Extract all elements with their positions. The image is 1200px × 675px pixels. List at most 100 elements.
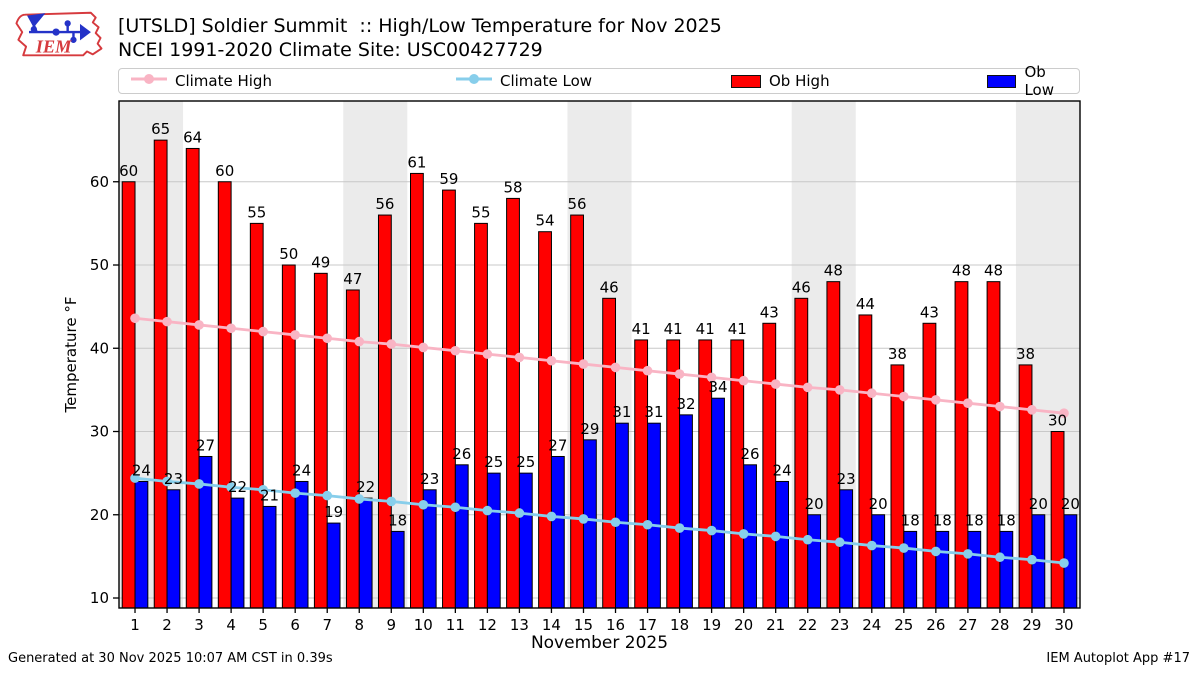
weather-vane-icon bbox=[27, 13, 91, 43]
ob-low-label-day-23: 23 bbox=[837, 470, 856, 488]
ytick-label-10: 10 bbox=[90, 589, 109, 607]
ob-high-label-day-5: 55 bbox=[247, 203, 266, 221]
ytick-label-50: 50 bbox=[90, 256, 109, 274]
ob-low-label-day-14: 27 bbox=[548, 436, 567, 454]
legend-label-ob-low: Ob Low bbox=[1024, 63, 1054, 99]
climate-low-marker-day-10 bbox=[418, 499, 429, 510]
climate-low-marker-day-16 bbox=[610, 517, 621, 528]
xtick-label-18: 18 bbox=[670, 616, 689, 634]
ob-high-bar-day-24 bbox=[858, 314, 873, 609]
ob-high-bar-day-3 bbox=[185, 147, 200, 609]
climate-high-marker-day-18 bbox=[674, 369, 685, 379]
climate-high-marker-day-7 bbox=[322, 333, 333, 344]
ob-high-bar-day-2 bbox=[153, 139, 168, 609]
ob-high-label-day-29: 38 bbox=[1016, 345, 1035, 363]
climate-high-marker-day-9 bbox=[386, 339, 397, 349]
ob-low-label-day-2: 23 bbox=[164, 470, 183, 488]
ob-low-bar-day-17 bbox=[647, 422, 661, 609]
ob-high-bar-day-18 bbox=[666, 339, 681, 609]
legend-marker-climate-high bbox=[131, 72, 167, 90]
xtick-label-28: 28 bbox=[990, 616, 1009, 634]
ob-high-bar-day-27 bbox=[954, 281, 969, 609]
climate-low-marker-day-22 bbox=[802, 534, 813, 545]
ob-low-label-day-20: 26 bbox=[741, 445, 760, 463]
ob-high-label-day-22: 46 bbox=[792, 278, 811, 296]
climate-high-marker-day-6 bbox=[290, 330, 300, 340]
ob-high-label-day-24: 44 bbox=[856, 295, 875, 313]
climate-low-marker-day-6 bbox=[290, 488, 300, 498]
generated-timestamp: Generated at 30 Nov 2025 10:07 AM CST in… bbox=[8, 651, 333, 666]
ob-high-label-day-3: 64 bbox=[183, 128, 202, 146]
climate-high-marker-day-25 bbox=[899, 391, 909, 402]
ob-low-bar-day-14 bbox=[550, 455, 565, 609]
climate-low-marker-day-1 bbox=[130, 473, 140, 483]
ob-low-label-day-17: 31 bbox=[644, 403, 663, 421]
ob-low-bar-day-6 bbox=[294, 480, 309, 609]
ob-low-bar-day-19 bbox=[711, 397, 725, 609]
ob-high-label-day-18: 41 bbox=[664, 320, 683, 338]
climate-low-marker-day-30 bbox=[1059, 558, 1069, 568]
climate-high-marker-day-5 bbox=[258, 326, 268, 337]
xtick-label-10: 10 bbox=[414, 616, 433, 634]
ob-low-bar-day-23 bbox=[839, 489, 854, 609]
ob-high-bar-day-11 bbox=[442, 189, 456, 609]
ob-low-label-day-16: 31 bbox=[612, 403, 631, 421]
climate-high-marker-day-27 bbox=[963, 398, 973, 409]
climate-low-marker-day-25 bbox=[899, 543, 909, 553]
ob-low-label-day-11: 26 bbox=[452, 445, 471, 463]
climate-low-marker-day-24 bbox=[866, 540, 877, 551]
ob-high-bar-day-12 bbox=[474, 222, 488, 609]
ob-low-label-day-5: 21 bbox=[260, 486, 279, 504]
climate-low-line bbox=[134, 476, 1065, 565]
climate-high-marker-day-3 bbox=[194, 320, 204, 330]
climate-low-marker-day-18 bbox=[674, 523, 685, 533]
ob-high-label-day-6: 50 bbox=[279, 245, 298, 263]
climate-low-marker-day-19 bbox=[706, 525, 717, 536]
xtick-label-12: 12 bbox=[478, 616, 497, 634]
ob-low-bar-day-9 bbox=[390, 530, 405, 609]
legend-marker-ob-low bbox=[987, 74, 1017, 88]
legend-marker-ob-high bbox=[731, 74, 761, 88]
climate-high-marker-day-29 bbox=[1027, 405, 1037, 415]
ob-high-label-day-7: 49 bbox=[311, 253, 330, 271]
ob-high-label-day-28: 48 bbox=[984, 262, 1003, 280]
climate-high-marker-day-8 bbox=[354, 336, 365, 347]
climate-high-marker-day-2 bbox=[162, 316, 172, 327]
xtick-label-15: 15 bbox=[574, 616, 593, 634]
ob-high-label-day-26: 43 bbox=[920, 303, 939, 321]
xtick-label-6: 6 bbox=[290, 616, 300, 634]
ob-low-label-day-12: 25 bbox=[484, 453, 503, 471]
ob-low-label-day-19: 34 bbox=[708, 378, 727, 396]
xtick-label-26: 26 bbox=[926, 616, 945, 634]
ob-high-bar-day-13 bbox=[506, 197, 520, 609]
x-axis-label: November 2025 bbox=[531, 633, 668, 653]
ytick-label-60: 60 bbox=[90, 173, 109, 191]
ob-low-bar-day-26 bbox=[935, 530, 950, 609]
xtick-label-13: 13 bbox=[510, 616, 529, 634]
ob-high-bar-day-25 bbox=[890, 364, 905, 609]
ob-high-label-day-15: 56 bbox=[568, 195, 587, 213]
climate-high-marker-day-21 bbox=[770, 379, 781, 389]
ob-high-bar-day-30 bbox=[1050, 431, 1065, 609]
ob-low-label-day-24: 20 bbox=[869, 495, 888, 513]
ytick-label-20: 20 bbox=[90, 506, 109, 524]
ob-high-bar-day-10 bbox=[410, 172, 424, 609]
ob-low-label-day-8: 22 bbox=[356, 478, 375, 496]
ob-high-bar-day-14 bbox=[538, 231, 552, 609]
ob-low-bar-day-2 bbox=[166, 489, 181, 609]
climate-low-marker-day-27 bbox=[963, 549, 973, 559]
ob-high-label-day-23: 48 bbox=[824, 262, 843, 280]
iem-logo: IEM bbox=[15, 11, 103, 56]
climate-high-marker-day-30 bbox=[1059, 408, 1069, 418]
legend-item-ob-high: Ob High bbox=[731, 69, 830, 93]
climate-low-marker-day-15 bbox=[578, 514, 589, 524]
plot-border bbox=[118, 100, 1081, 609]
legend-label-climate-high: Climate High bbox=[175, 72, 272, 90]
app-credit: IEM Autoplot App #17 bbox=[1046, 651, 1190, 666]
climate-low-marker-day-7 bbox=[322, 490, 333, 501]
ob-low-label-day-4: 22 bbox=[228, 478, 247, 496]
climate-low-marker-day-5 bbox=[258, 484, 268, 495]
climate-high-marker-day-19 bbox=[706, 372, 717, 383]
xtick-label-8: 8 bbox=[354, 616, 364, 634]
